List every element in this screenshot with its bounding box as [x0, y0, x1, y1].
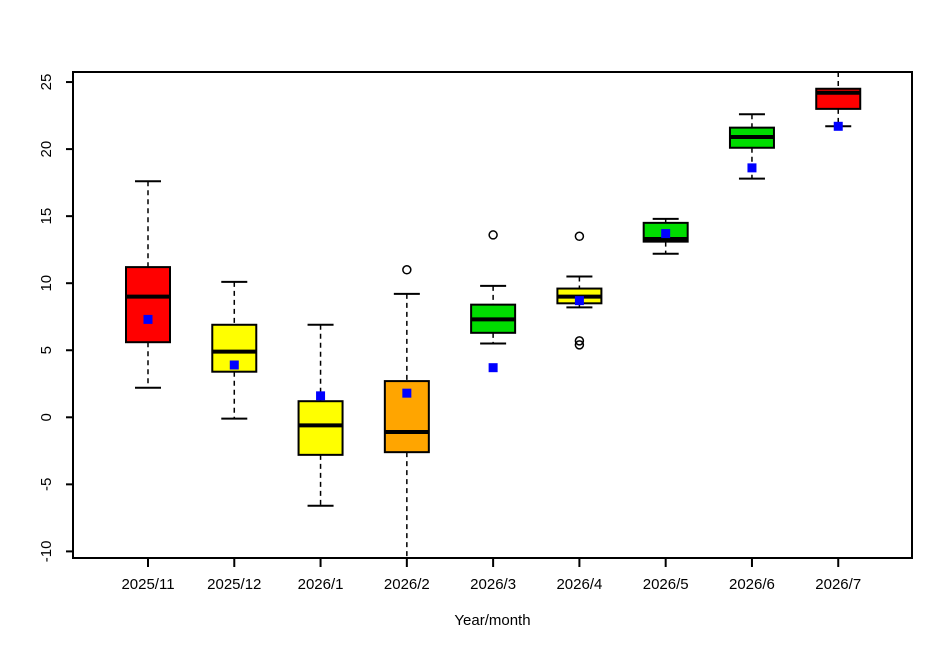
outlier-point	[402, 265, 412, 275]
mean-point	[833, 121, 843, 131]
x-tick-label: 2026/7	[815, 576, 861, 593]
y-tick-label: 25	[38, 74, 55, 91]
y-tick-label: 5	[38, 346, 55, 354]
outlier-point	[574, 336, 585, 346]
x-tick-label: 2026/4	[556, 576, 602, 593]
x-tick-label: 2025/11	[121, 576, 174, 593]
box-group-2026-2	[383, 265, 430, 559]
y-tick-label: 15	[38, 208, 55, 225]
outlier-point	[488, 230, 498, 240]
mean-point	[488, 363, 498, 373]
x-tick-label: 2026/1	[298, 576, 344, 593]
y-tick-label: 20	[38, 141, 55, 158]
box-rect	[125, 266, 171, 344]
y-tick-label: 0	[38, 413, 55, 421]
mean-point	[747, 163, 757, 173]
box-group-2026-5	[642, 217, 689, 255]
box-group-2025-11	[125, 180, 171, 389]
mean-point	[143, 314, 153, 324]
y-tick-label: 10	[38, 275, 55, 292]
x-tick-label: 2026/6	[729, 576, 775, 593]
x-axis-title: Year/month	[454, 612, 531, 629]
mean-point	[574, 296, 584, 306]
outlier-point	[574, 231, 585, 242]
x-tick-label: 2025/12	[207, 576, 261, 593]
box-group-2026-4	[556, 231, 603, 350]
outlier-point	[574, 340, 585, 350]
y-tick-label: -5	[38, 478, 55, 491]
mean-point	[316, 391, 326, 401]
box-group-2026-6	[728, 113, 775, 180]
x-tick-label: 2026/2	[384, 576, 430, 593]
box-group-2026-3	[470, 230, 517, 373]
box-rect	[297, 400, 344, 456]
box-group-2025-12	[211, 280, 258, 420]
x-tick-label: 2026/5	[643, 576, 689, 593]
mean-point	[229, 360, 239, 370]
mean-point	[402, 388, 412, 398]
box-group-2026-7	[815, 71, 862, 131]
x-tick-label: 2026/3	[470, 576, 516, 593]
mean-point	[661, 229, 671, 239]
box-group-2026-1	[297, 323, 344, 507]
y-tick-label: -10	[38, 541, 55, 563]
